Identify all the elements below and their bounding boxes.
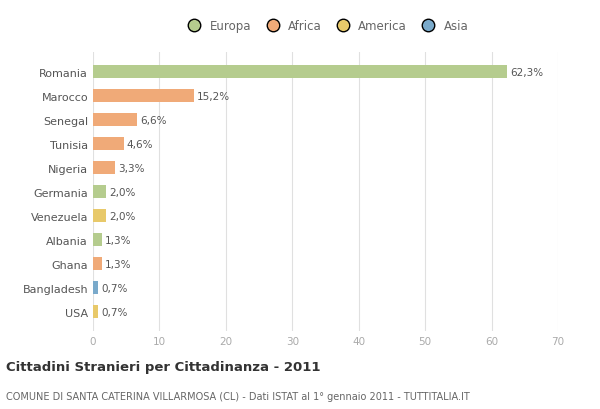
Text: 15,2%: 15,2% [197,91,230,101]
Bar [93,209,106,223]
Bar [93,162,115,175]
Bar [93,138,124,151]
Bar [93,306,98,319]
Bar [93,90,194,103]
Text: Cittadini Stranieri per Cittadinanza - 2011: Cittadini Stranieri per Cittadinanza - 2… [6,360,320,373]
Bar [93,66,507,79]
Bar [93,258,101,271]
Bar [93,114,137,127]
Text: 0,7%: 0,7% [101,307,127,317]
Text: 2,0%: 2,0% [110,187,136,197]
Text: 1,3%: 1,3% [105,259,131,269]
Bar [93,186,106,199]
Text: COMUNE DI SANTA CATERINA VILLARMOSA (CL) - Dati ISTAT al 1° gennaio 2011 - TUTTI: COMUNE DI SANTA CATERINA VILLARMOSA (CL)… [6,391,470,401]
Bar [93,281,98,294]
Text: 1,3%: 1,3% [105,235,131,245]
Text: 2,0%: 2,0% [110,211,136,221]
Legend: Europa, Africa, America, Asia: Europa, Africa, America, Asia [182,20,469,33]
Bar [93,234,101,247]
Text: 0,7%: 0,7% [101,283,127,293]
Text: 3,3%: 3,3% [118,163,145,173]
Text: 6,6%: 6,6% [140,115,167,125]
Text: 62,3%: 62,3% [510,67,543,77]
Text: 4,6%: 4,6% [127,139,154,149]
